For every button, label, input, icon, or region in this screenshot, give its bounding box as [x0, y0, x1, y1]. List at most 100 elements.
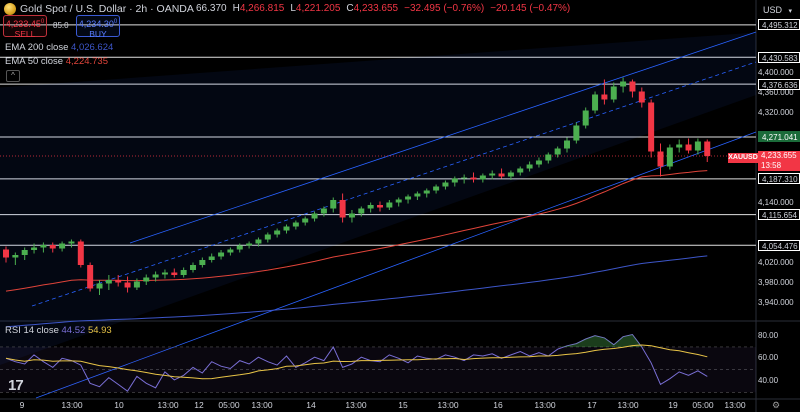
candle-body: [526, 164, 533, 169]
ema50-legend[interactable]: EMA 50 close 4,224.735: [5, 56, 108, 67]
last-price-marker: XAUUSD 4,233.655 13:58: [728, 151, 800, 171]
buy-label: BUY: [89, 29, 107, 39]
candle-body: [274, 230, 281, 235]
candle-body: [143, 277, 150, 282]
candle-body: [40, 245, 47, 248]
time-tick-label: 13:00: [157, 400, 179, 410]
time-axis[interactable]: 9 13:00 10 13:00 12 05:00 13:00 14 13:00 15 13:00 1…: [0, 400, 756, 412]
candle-body: [601, 94, 608, 100]
channel-lower-line: [35, 131, 757, 399]
candle-body: [451, 178, 458, 183]
candle-body: [59, 243, 66, 249]
rsi-tick-label: 80.00: [758, 330, 779, 340]
candle-body: [115, 280, 122, 283]
channel-mid-line: [31, 61, 757, 307]
candle-body: [489, 173, 496, 176]
sell-button[interactable]: 4,233.450 SELL: [3, 15, 47, 39]
symbol-title: Gold Spot / U.S. Dollar · 2h · OANDA: [20, 3, 194, 15]
candle-body: [218, 252, 225, 257]
ema50-line: [5, 170, 708, 292]
candle-body: [320, 208, 327, 214]
ema200-line: [5, 255, 708, 328]
level-price-tag[interactable]: 4,376.636: [758, 78, 800, 90]
candle-body: [77, 241, 84, 265]
candle-body: [161, 272, 168, 275]
gear-icon[interactable]: ⚙: [772, 400, 781, 410]
rsi-ma-value: 54.93: [87, 325, 112, 336]
candle-body: [283, 226, 290, 231]
candle-body: [694, 141, 701, 151]
candle-body: [629, 81, 636, 92]
candle-body: [292, 222, 299, 227]
level-price-tag[interactable]: 4,187.310: [758, 173, 800, 185]
low-value: 4,221.205: [295, 3, 341, 14]
ohlc-readout: 66.370 H4,266.815 L4,221.205 C4,233.655 …: [196, 3, 571, 14]
candle-body: [133, 281, 140, 288]
candle-body: [414, 193, 421, 197]
currency-selector[interactable]: USD ▾: [757, 3, 797, 17]
chevron-down-icon: ▾: [788, 8, 793, 15]
collapse-legend-button[interactable]: ^: [6, 70, 20, 82]
candle-body: [470, 177, 477, 180]
candle-body: [3, 249, 9, 258]
time-tick-label: 19: [668, 400, 678, 410]
symbol-tag: XAUUSD: [728, 153, 758, 163]
ema200-value: 4,026.624: [71, 42, 114, 53]
candle-body: [96, 283, 103, 289]
time-tick-label: 05:00: [218, 400, 240, 410]
candle-body: [620, 81, 627, 87]
candle-body: [302, 218, 309, 223]
candle-body: [479, 175, 486, 180]
candle-body: [535, 160, 542, 165]
candle-body: [171, 272, 178, 275]
buy-button[interactable]: 4,234.300 BUY: [76, 15, 120, 39]
candle-body: [582, 110, 589, 126]
candle-body: [573, 125, 580, 141]
candle-body: [199, 260, 206, 265]
chevron-up-icon: ^: [11, 71, 15, 80]
candle-body: [49, 245, 56, 249]
time-tick-label: 05:00: [692, 400, 714, 410]
candle-body: [246, 243, 253, 246]
candle-body: [657, 151, 664, 167]
candle-body: [545, 154, 552, 161]
candle-body: [395, 199, 402, 203]
candle-body: [442, 182, 449, 187]
time-tick-label: 13:00: [61, 400, 83, 410]
candle-body: [554, 148, 561, 155]
candle-body: [638, 91, 645, 103]
ema50-value: 4,224.735: [65, 56, 108, 67]
candle-body: [105, 280, 112, 284]
price-tick-label: 4,320.000: [758, 107, 794, 117]
rsi-value: 44.52: [61, 325, 86, 336]
candle-body: [68, 241, 75, 244]
candle-body: [666, 147, 673, 167]
rsi-legend[interactable]: RSI 14 close 44.52 54.93: [5, 325, 112, 336]
candle-body: [339, 200, 346, 218]
price-tick-label: 4,400.000: [758, 67, 794, 77]
candle-body: [507, 172, 514, 177]
candle-body: [190, 265, 196, 270]
time-tick-label: 15: [398, 400, 408, 410]
level-price-tag[interactable]: 4,495.312: [758, 19, 800, 31]
candle-body: [21, 250, 28, 255]
change-value-2: −20.145 (−0.47%): [490, 3, 571, 14]
channel-fill: [0, 32, 756, 365]
level-price-tag[interactable]: 4,271.041: [758, 131, 800, 143]
candle-body: [152, 274, 159, 278]
candle-body: [124, 282, 131, 288]
close-value: 4,233.655: [353, 3, 399, 14]
bar-countdown: 13:58: [761, 160, 782, 170]
ema200-legend[interactable]: EMA 200 close 4,026.624: [5, 42, 114, 53]
level-price-tag[interactable]: 4,054.476: [758, 239, 800, 251]
candle-body: [358, 208, 365, 214]
time-tick-label: 13:00: [251, 400, 273, 410]
gold-symbol-icon: [4, 3, 16, 15]
candle-body: [648, 102, 655, 152]
open-value: 66.370: [196, 3, 227, 14]
symbol-header[interactable]: Gold Spot / U.S. Dollar · 2h · OANDA: [4, 3, 194, 15]
level-price-tag[interactable]: 4,115.654: [758, 209, 800, 221]
level-price-tag[interactable]: 4,430.583: [758, 51, 800, 63]
sell-label: SELL: [14, 29, 36, 39]
